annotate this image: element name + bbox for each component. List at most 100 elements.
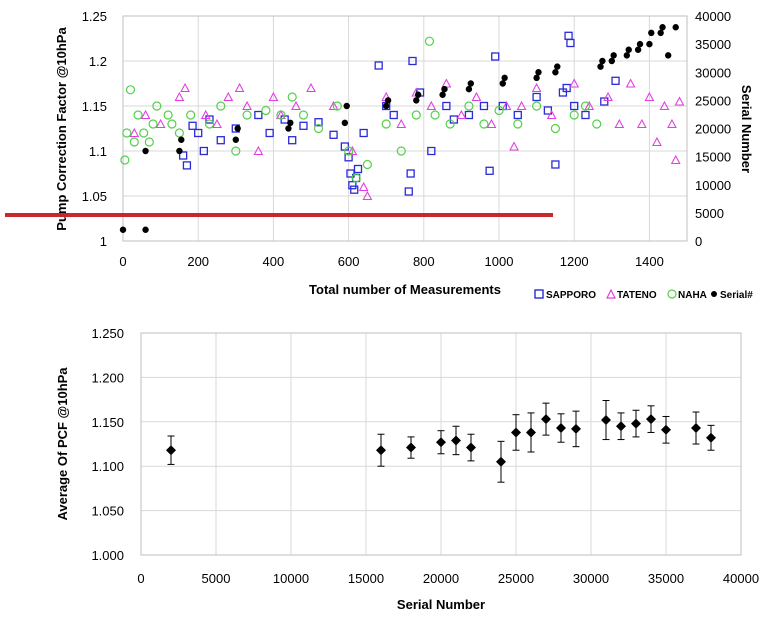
average-point bbox=[496, 440, 506, 483]
point-sapporo bbox=[427, 146, 436, 156]
top-y2-tick-label: 10000 bbox=[695, 178, 731, 193]
point-serial bbox=[634, 46, 642, 53]
point-sapporo bbox=[485, 166, 494, 175]
point-tateno bbox=[674, 96, 685, 106]
point-tateno bbox=[396, 118, 407, 129]
top-y2-tick-labels: 0 5000 10000 15000 20000 25000 30000 35000 40000 bbox=[695, 9, 731, 249]
point-serial bbox=[623, 52, 631, 59]
legend-label-serial: Serial# bbox=[720, 290, 753, 301]
point-serial bbox=[599, 57, 606, 65]
bottom-x-tick-label: 5000 bbox=[202, 571, 231, 586]
top-y-tick-label: 1.2 bbox=[89, 54, 107, 69]
point-sapporo bbox=[288, 136, 297, 145]
point-serial bbox=[646, 40, 653, 48]
legend-marker-tateno bbox=[606, 288, 616, 299]
bottom-y-tick-labels: 1.000 1.050 1.100 1.150 1.200 1.250 bbox=[91, 326, 124, 563]
point-sapporo bbox=[374, 61, 383, 70]
point-sapporo bbox=[406, 169, 415, 178]
diamond-marker bbox=[541, 414, 551, 425]
point-tateno bbox=[670, 154, 681, 165]
top-y2-tick-label: 40000 bbox=[695, 9, 731, 24]
point-naha bbox=[231, 146, 241, 156]
point-serial bbox=[665, 52, 672, 59]
top-y-tick-label: 1.25 bbox=[82, 9, 107, 24]
average-point bbox=[571, 410, 581, 448]
point-naha bbox=[174, 128, 184, 138]
point-tateno bbox=[223, 91, 234, 102]
point-tateno bbox=[358, 181, 369, 192]
point-sapporo bbox=[314, 118, 323, 127]
point-naha bbox=[550, 123, 561, 134]
point-naha bbox=[351, 173, 361, 183]
bottom-chart: 0 5000 10000 15000 20000 25000 30000 35000 40000… bbox=[55, 326, 759, 612]
point-serial bbox=[657, 29, 664, 37]
bottom-x-tick-labels: 0 5000 10000 15000 20000 25000 30000 35000 40000 bbox=[137, 571, 759, 586]
point-sapporo bbox=[600, 97, 609, 106]
bottom-x-tick-label: 40000 bbox=[723, 571, 759, 586]
point-sapporo bbox=[299, 121, 308, 130]
legend-marker-sapporo bbox=[534, 289, 544, 299]
point-naha bbox=[125, 85, 136, 95]
point-sapporo bbox=[346, 169, 355, 178]
top-y-tick-label: 1.05 bbox=[82, 189, 107, 204]
point-serial bbox=[176, 147, 183, 155]
diamond-marker bbox=[661, 424, 671, 435]
average-point bbox=[511, 414, 521, 451]
legend-label-sapporo: SAPPORO bbox=[546, 290, 596, 301]
diamond-marker bbox=[376, 445, 386, 456]
point-serial bbox=[287, 119, 294, 127]
average-point bbox=[406, 436, 416, 459]
point-naha bbox=[186, 110, 196, 120]
bottom-x-tick-label: 0 bbox=[137, 571, 144, 586]
top-y-tick-labels: 1 1.05 1.1 1.15 1.2 1.25 bbox=[82, 9, 107, 249]
point-sapporo bbox=[179, 151, 188, 160]
average-point bbox=[706, 424, 716, 451]
point-sapporo bbox=[566, 38, 575, 48]
point-sapporo bbox=[188, 121, 197, 130]
point-sapporo bbox=[216, 136, 225, 145]
top-y2-axis-label: Serial Number bbox=[739, 85, 754, 173]
point-naha bbox=[464, 101, 474, 111]
point-tateno bbox=[174, 91, 185, 102]
point-naha bbox=[298, 110, 309, 120]
point-serial bbox=[636, 40, 644, 48]
point-tateno bbox=[625, 78, 636, 88]
legend-marker-serial bbox=[711, 291, 717, 297]
point-sapporo bbox=[194, 128, 203, 138]
legend-label-tateno: TATENO bbox=[617, 290, 657, 301]
point-naha bbox=[531, 101, 542, 111]
average-point bbox=[166, 435, 176, 465]
point-serial bbox=[672, 24, 679, 31]
point-sapporo bbox=[359, 128, 368, 138]
top-x-tick-labels: 0 200 400 600 800 1000 1200 1400 bbox=[119, 254, 663, 269]
diamond-marker bbox=[601, 415, 611, 426]
point-tateno bbox=[636, 118, 647, 129]
point-serial bbox=[142, 226, 149, 233]
top-x-tick-label: 1400 bbox=[635, 254, 664, 269]
point-tateno bbox=[667, 118, 677, 129]
top-x-tick-label: 1000 bbox=[485, 254, 514, 269]
top-y2-tick-label: 20000 bbox=[695, 122, 731, 137]
average-point bbox=[661, 415, 671, 444]
point-serial bbox=[414, 91, 422, 98]
average-point bbox=[376, 433, 386, 467]
point-sapporo bbox=[513, 110, 522, 120]
point-sapporo bbox=[570, 101, 579, 111]
top-x-axis-label: Total number of Measurements bbox=[309, 282, 501, 297]
bottom-y-tick-label: 1.000 bbox=[91, 548, 124, 563]
point-tateno bbox=[362, 190, 373, 201]
point-serial bbox=[554, 63, 561, 70]
point-naha bbox=[424, 36, 435, 46]
series-tateno bbox=[129, 78, 685, 201]
point-naha bbox=[494, 105, 504, 116]
point-naha bbox=[148, 119, 158, 129]
bottom-y-axis-label: Average Of PCF @10hPa bbox=[55, 367, 70, 521]
point-serial bbox=[610, 52, 617, 59]
point-sapporo bbox=[404, 187, 413, 196]
point-serial bbox=[142, 147, 149, 155]
point-naha bbox=[381, 119, 391, 129]
point-tateno bbox=[441, 78, 452, 88]
point-tateno bbox=[328, 100, 339, 111]
top-series-layer bbox=[119, 24, 685, 233]
point-serial bbox=[465, 85, 473, 93]
